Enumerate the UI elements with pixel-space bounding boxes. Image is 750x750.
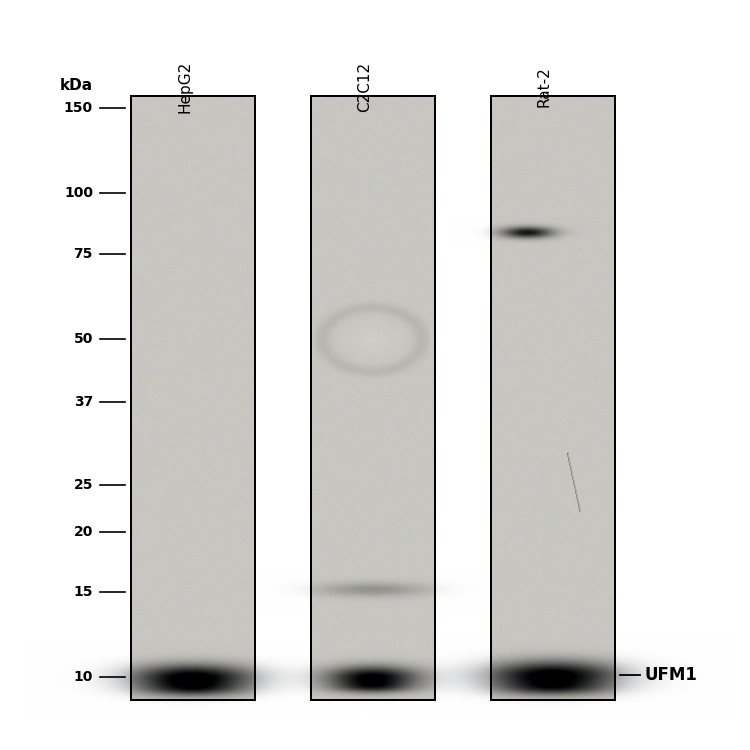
Text: 10: 10 bbox=[74, 670, 93, 684]
Text: C2C12: C2C12 bbox=[357, 62, 372, 112]
Text: 75: 75 bbox=[74, 247, 93, 261]
Text: Rat-2: Rat-2 bbox=[537, 67, 552, 107]
Text: UFM1: UFM1 bbox=[645, 666, 698, 684]
Text: 100: 100 bbox=[64, 186, 93, 200]
Text: 150: 150 bbox=[64, 101, 93, 115]
Text: 15: 15 bbox=[74, 585, 93, 599]
Text: 37: 37 bbox=[74, 395, 93, 409]
Text: HepG2: HepG2 bbox=[177, 61, 192, 113]
Text: 25: 25 bbox=[74, 478, 93, 492]
Text: 20: 20 bbox=[74, 525, 93, 539]
Text: 50: 50 bbox=[74, 332, 93, 346]
Text: kDa: kDa bbox=[60, 77, 93, 92]
